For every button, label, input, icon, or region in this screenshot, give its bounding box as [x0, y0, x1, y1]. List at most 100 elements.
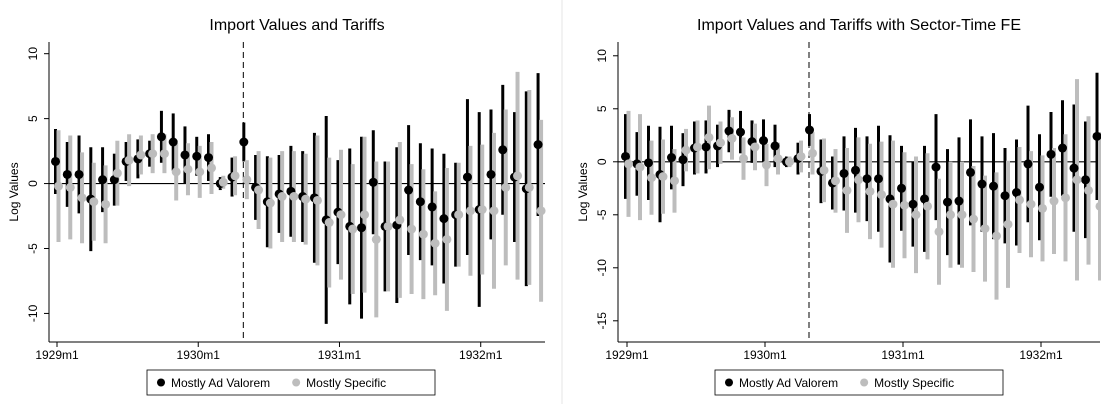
y-axis-title: Log Values	[576, 162, 590, 221]
point	[854, 175, 863, 185]
point	[678, 155, 688, 165]
point	[670, 176, 679, 186]
point	[536, 206, 546, 216]
point	[368, 177, 378, 187]
y-tick-label: -10	[26, 304, 40, 322]
point	[946, 210, 955, 220]
point	[851, 165, 860, 175]
y-tick-label: 10	[26, 47, 40, 61]
point	[427, 202, 437, 212]
point	[74, 169, 84, 179]
point	[454, 210, 464, 220]
point	[357, 223, 367, 233]
point	[98, 175, 108, 185]
point	[862, 174, 872, 184]
point	[462, 172, 472, 182]
point	[1046, 149, 1056, 159]
point	[977, 179, 987, 189]
point	[1049, 196, 1059, 206]
point	[931, 162, 941, 172]
point	[312, 195, 322, 205]
point	[1084, 185, 1093, 195]
legend-label: Mostly Ad Valorem	[171, 376, 270, 390]
x-tick-label: 1932m1	[1019, 348, 1063, 362]
y-tick-label: 5	[26, 115, 40, 122]
point	[277, 192, 287, 202]
point	[839, 168, 849, 178]
point	[805, 125, 814, 135]
point	[808, 148, 817, 158]
point	[204, 153, 214, 163]
point	[934, 227, 944, 237]
point	[1072, 175, 1082, 185]
legend-marker	[292, 378, 301, 387]
point	[54, 181, 63, 191]
point	[324, 218, 334, 228]
point	[159, 149, 169, 159]
point	[923, 201, 932, 211]
chart-title: Import Values and Tariffs	[209, 17, 384, 34]
point	[888, 199, 898, 209]
point	[1035, 182, 1044, 192]
point	[624, 159, 633, 169]
point	[195, 167, 205, 177]
point	[900, 200, 909, 210]
point	[1095, 201, 1101, 211]
point	[171, 167, 181, 177]
point	[383, 221, 393, 231]
point	[716, 138, 725, 148]
point	[1015, 195, 1024, 205]
point	[785, 157, 794, 167]
point	[360, 210, 370, 220]
y-tick-label: -5	[595, 209, 609, 220]
legend-box	[714, 369, 1004, 396]
point	[136, 150, 146, 160]
legend-label: Mostly Specific	[306, 376, 386, 390]
point	[242, 175, 252, 185]
point	[635, 162, 645, 172]
y-tick-label: 0	[595, 158, 609, 165]
point	[908, 199, 918, 209]
point	[681, 145, 691, 155]
point	[704, 132, 714, 142]
x-tick-label: 1930m1	[177, 348, 221, 362]
point	[874, 174, 883, 184]
x-tick-label: 1930m1	[743, 348, 787, 362]
point	[51, 156, 60, 166]
point	[842, 185, 852, 195]
point	[430, 238, 440, 248]
point	[124, 155, 134, 165]
point	[1000, 191, 1010, 201]
point	[644, 158, 653, 168]
point	[989, 181, 998, 191]
point	[218, 177, 228, 187]
legend-marker	[725, 378, 733, 387]
point	[62, 169, 72, 179]
point	[407, 224, 417, 234]
point	[865, 186, 875, 196]
point	[336, 210, 346, 220]
point	[533, 140, 543, 150]
x-tick-label: 1931m1	[318, 348, 362, 362]
point	[465, 206, 475, 216]
point	[254, 185, 264, 195]
point	[168, 137, 178, 147]
point	[513, 171, 523, 181]
point	[943, 197, 952, 207]
point	[1038, 203, 1047, 213]
point	[1026, 199, 1036, 209]
point	[65, 182, 75, 192]
point	[647, 173, 656, 183]
point	[486, 169, 496, 179]
point	[77, 193, 87, 203]
legend-label: Mostly Ad Valorem	[739, 376, 838, 390]
point	[289, 192, 299, 202]
y-axis-title: Log Values	[7, 162, 21, 221]
chart-title: Import Values and Tariffs with Sector-Ti…	[697, 17, 1021, 34]
point	[183, 164, 193, 174]
point	[1012, 188, 1021, 198]
legend-marker	[860, 378, 869, 387]
point	[739, 154, 748, 164]
x-tick-label: 1932m1	[459, 348, 503, 362]
